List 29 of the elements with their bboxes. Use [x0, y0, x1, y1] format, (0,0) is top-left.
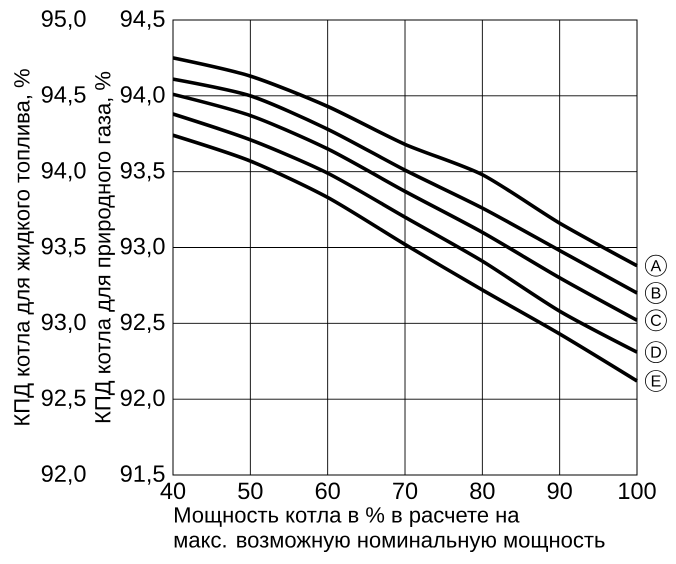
- legend-label: D: [651, 346, 661, 358]
- y-tick-label: 91,5: [120, 465, 164, 485]
- legend-label: A: [650, 260, 662, 272]
- y2-axis-title: КПД котла для жидкого топлива, %: [14, 69, 34, 425]
- y2-tick-label: 92,5: [42, 389, 86, 409]
- y-tick-label: 93,0: [120, 238, 165, 258]
- y-tick-label: 92,0: [120, 389, 165, 409]
- y-tick-label: 94,5: [120, 10, 164, 30]
- legend-label: C: [650, 314, 662, 326]
- x-tick-label: 60: [316, 482, 340, 500]
- x-tick-label: 90: [548, 482, 572, 500]
- x-axis-title: Мощность котла в % в расчете на макс. возможную номинальную мощность: [174, 507, 605, 552]
- y2-tick-label: 94,5: [42, 86, 86, 106]
- y-tick-label: 92,5: [120, 314, 164, 334]
- y-tick-label: 93,5: [120, 162, 164, 182]
- y-axis-title: КПД котла для природного газа, %: [95, 72, 115, 422]
- y2-tick-label: 93,5: [42, 238, 86, 258]
- y2-tick-label: 93,0: [42, 314, 86, 334]
- y2-tick-label: 95,0: [42, 10, 86, 30]
- legend-label: E: [652, 375, 661, 386]
- y2-tick-label: 94,0: [42, 162, 86, 182]
- x-tick-label: 100: [619, 482, 656, 500]
- x-tick-label: 70: [393, 482, 418, 500]
- legend-label: B: [652, 287, 660, 298]
- y-tick-label: 94,0: [120, 86, 165, 106]
- x-tick-label: 40: [160, 482, 186, 500]
- x-tick-label: 50: [238, 482, 262, 500]
- y2-tick-label: 92,0: [42, 465, 86, 485]
- x-tick-label: 80: [470, 482, 494, 500]
